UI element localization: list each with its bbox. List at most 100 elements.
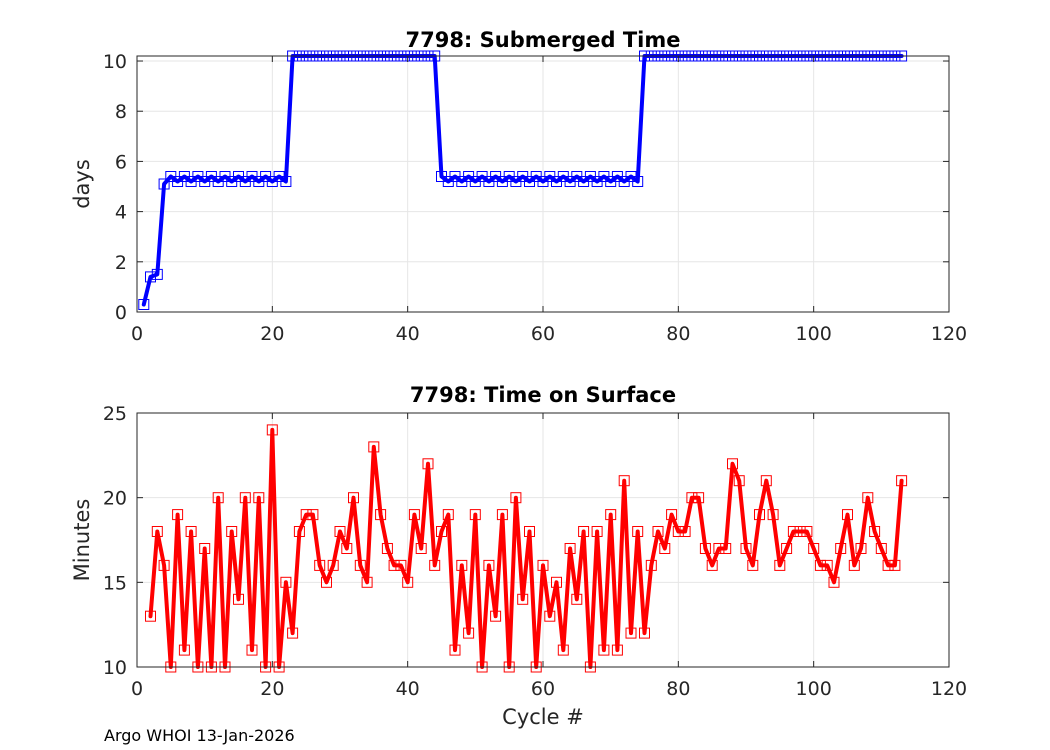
data-point-marker [348,492,359,504]
data-point-marker [720,543,732,554]
data-point-marker [402,576,414,588]
data-point-marker [842,509,853,521]
data-point-marker [611,644,623,656]
data-point-marker [544,610,556,622]
data-point-marker [524,526,535,537]
data-point-marker [327,559,339,571]
data-point-marker [307,509,319,521]
data-point-marker [266,424,278,436]
data-point-marker [875,543,887,554]
data-point-marker [239,492,251,504]
data-point-marker [848,559,860,571]
y-tick-label: 8 [115,101,127,123]
data-point-marker [314,559,326,571]
y-tick-label: 25 [103,403,127,425]
data-point-marker [510,492,522,504]
data-point-marker [578,526,590,537]
data-point-marker [449,644,461,656]
data-point-marker [747,559,759,571]
data-point-marker [287,627,299,639]
x-tick-label: 120 [931,678,967,700]
data-point-marker [754,509,765,521]
submerged-time-title: 7798: Submerged Time [405,28,680,52]
data-point-marker [598,644,610,656]
data-point-marker [855,543,867,554]
data-point-marker [334,526,346,537]
data-point-marker [605,509,617,521]
x-tick-label: 80 [666,678,690,700]
data-point-marker [767,509,779,521]
y-tick-label: 10 [103,657,127,679]
footer-credit: Argo WHOI 13-Jan-2026 [104,726,295,745]
data-point-marker [408,509,420,521]
data-point-marker [889,559,901,571]
data-point-marker [185,526,197,537]
x-tick-label: 20 [260,678,284,700]
data-point-marker [388,559,400,571]
data-point-marker [632,176,644,187]
x-tick-label: 120 [931,323,967,345]
data-point-marker [564,543,576,554]
data-point-marker [442,509,454,521]
data-point-marker [571,593,583,605]
data-point-marker [835,543,847,554]
data-point-marker [375,509,387,521]
data-point-marker [862,492,874,504]
data-point-marker [300,509,312,521]
data-point-marker [429,559,441,571]
data-point-marker [639,627,650,639]
data-point-marker [381,543,393,554]
data-point-marker [713,543,725,554]
surface-time-ticks: 0 20 40 60 80 100 120 10 15 20 25 [103,403,967,700]
data-point-marker [158,178,170,190]
data-point-marker [483,559,495,571]
data-point-marker [672,526,684,537]
data-point-marker [436,526,447,537]
data-point-marker [321,576,332,588]
x-tick-label: 60 [531,323,555,345]
y-tick-label: 2 [115,252,127,274]
data-point-marker [557,644,569,656]
submerged-time-ylabel: days [70,159,94,209]
data-point-marker [368,441,380,453]
data-point-marker [591,526,603,537]
data-point-marker [686,492,698,504]
data-point-marker [659,543,671,554]
data-point-marker [699,543,711,554]
data-point-marker [246,644,258,656]
surface-time-panel: 0 20 40 60 80 100 120 10 15 20 25 7798: Time on Su… [70,383,967,729]
data-point-marker [233,593,244,605]
data-point-marker [469,509,481,521]
data-point-marker [395,559,407,571]
data-point-marker [212,492,224,504]
data-point-marker [341,543,353,554]
data-point-marker [151,268,163,280]
y-tick-label: 20 [103,488,127,510]
submerged-time-panel: 0 20 40 60 80 100 120 0 2 4 6 8 10 7798: Submerged T… [70,28,967,345]
surface-time-title: 7798: Time on Surface [410,383,676,407]
data-point-marker [632,526,644,537]
data-point-marker [463,627,475,639]
data-point-marker [151,526,163,537]
x-tick-label: 100 [796,323,832,345]
data-point-marker [138,299,150,310]
data-point-marker [679,526,691,537]
data-point-marker [145,271,156,283]
x-tick-label: 0 [131,323,143,345]
submerged-time-ticks: 0 20 40 60 80 100 120 0 2 4 6 8 10 [103,51,967,345]
data-point-marker [456,559,468,571]
y-tick-label: 15 [103,572,127,594]
data-point-marker [787,526,799,537]
data-point-marker [280,176,292,187]
y-tick-label: 4 [115,202,127,224]
data-point-marker [178,644,190,656]
data-point-marker [740,543,752,554]
data-point-marker [666,509,678,521]
y-tick-label: 6 [115,151,127,173]
data-point-marker [551,576,562,588]
x-tick-label: 40 [396,323,420,345]
data-point-marker [869,526,881,537]
data-point-marker [808,543,820,554]
data-point-marker [226,526,238,537]
